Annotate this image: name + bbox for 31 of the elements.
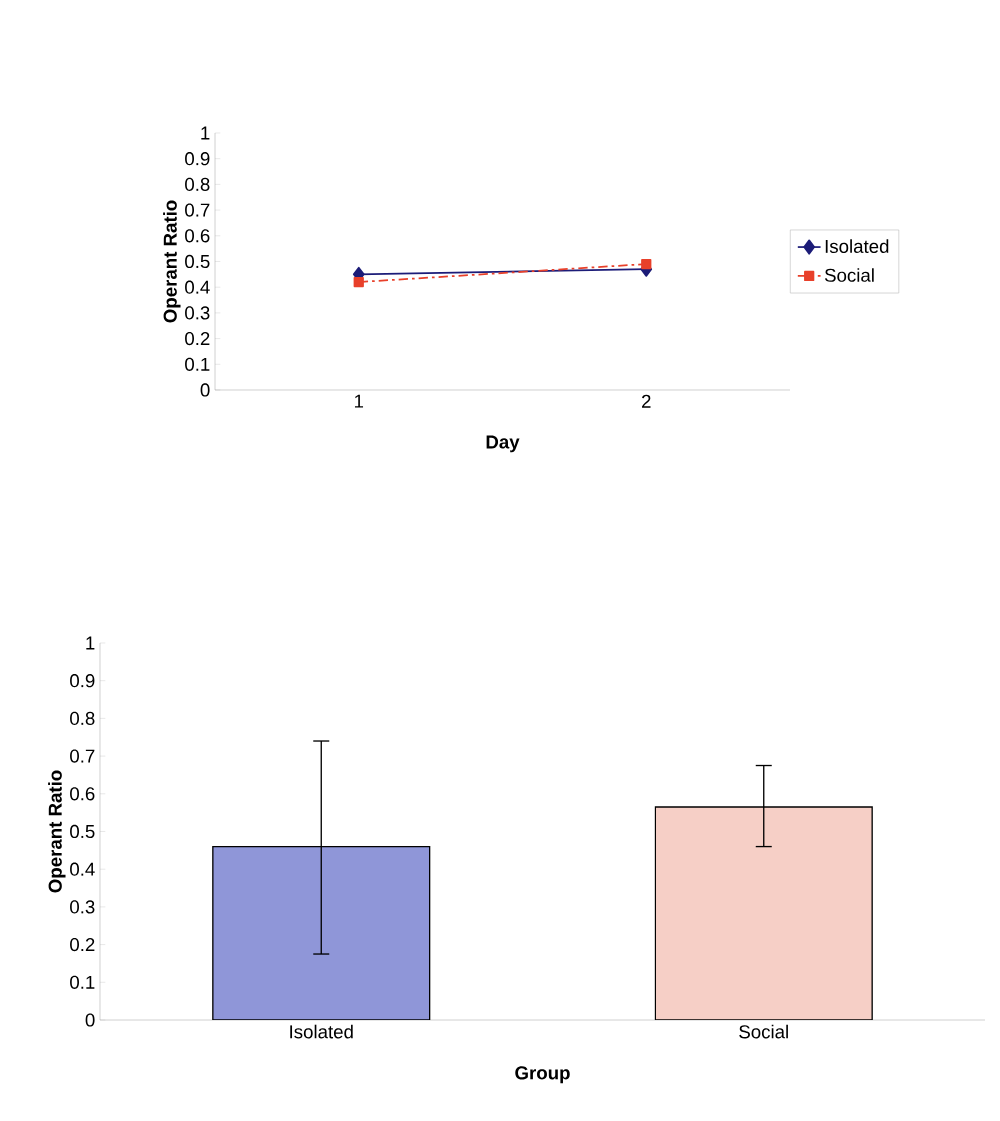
y-axis-title: Operant Ratio	[163, 200, 181, 323]
y-tick-label: 0.3	[185, 306, 210, 320]
y-tick-label: 0.6	[185, 229, 210, 243]
y-tick-label: 0.7	[70, 749, 95, 763]
y-tick-label: 0.1	[70, 975, 95, 989]
legend-label: Isolated	[825, 239, 889, 254]
point	[641, 258, 652, 270]
x-tick-label: 2	[642, 394, 651, 408]
x-axis-title: Day	[486, 435, 520, 453]
y-tick-label: 0	[200, 383, 210, 397]
y-tick-label: 1	[86, 636, 95, 650]
y-tick-label: 0.6	[70, 787, 95, 801]
y-tick-label: 0.8	[185, 177, 210, 192]
y-tick-label: 0.7	[185, 203, 210, 217]
y-tick-label: 0.4	[70, 862, 95, 876]
x-axis-title: Group	[515, 1066, 570, 1084]
y-tick-label: 1	[201, 126, 210, 140]
legend-label: Social	[824, 268, 874, 282]
y-tick-label: 0.2	[185, 331, 210, 346]
y-tick-label: 0.9	[70, 674, 95, 688]
y-axis-title: Operant Ratio	[48, 770, 66, 893]
point	[353, 276, 364, 288]
y-tick-label: 0	[85, 1013, 95, 1027]
y-tick-label: 0.1	[185, 357, 210, 371]
y-tick-label: 0.3	[70, 900, 95, 914]
y-tick-label: 0.4	[185, 280, 210, 294]
y-tick-label: 0.2	[70, 937, 95, 952]
y-tick-label: 0.9	[185, 152, 210, 166]
y-tick-label: 0.8	[70, 711, 95, 726]
y-tick-label: 0.5	[70, 824, 95, 839]
y-tick-label: 0.5	[185, 254, 210, 269]
